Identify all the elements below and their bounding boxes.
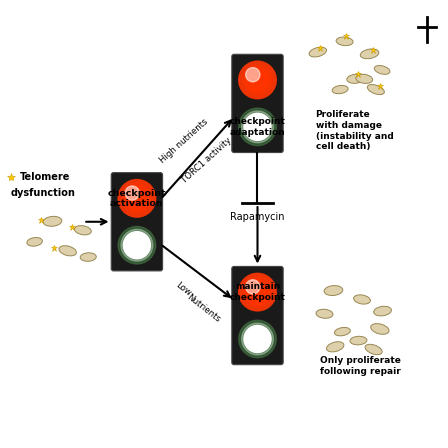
Ellipse shape [356,74,373,83]
Circle shape [239,320,276,358]
Circle shape [244,279,271,305]
Ellipse shape [74,226,91,235]
Circle shape [240,275,275,310]
FancyBboxPatch shape [232,267,283,365]
Ellipse shape [374,306,392,316]
Circle shape [118,226,155,264]
Ellipse shape [332,86,348,94]
FancyBboxPatch shape [111,172,163,271]
Circle shape [118,180,155,217]
Circle shape [239,61,276,99]
Text: Nutrients: Nutrients [185,292,223,324]
Circle shape [244,113,271,140]
Circle shape [247,282,268,302]
Ellipse shape [347,74,364,83]
Text: checkpoint
adaptation: checkpoint adaptation [229,117,285,137]
Circle shape [124,185,150,211]
Ellipse shape [336,37,353,46]
Text: maintain
checkpoint: maintain checkpoint [229,282,285,302]
Circle shape [242,65,273,95]
Circle shape [239,273,276,311]
Ellipse shape [316,309,333,318]
Ellipse shape [324,285,343,296]
Ellipse shape [360,49,379,59]
Ellipse shape [27,237,43,246]
Circle shape [240,63,275,97]
Circle shape [246,68,260,82]
Circle shape [125,186,139,200]
Circle shape [123,232,151,258]
Ellipse shape [370,323,389,334]
Circle shape [246,280,260,294]
Ellipse shape [43,216,62,226]
Ellipse shape [59,246,77,256]
Ellipse shape [374,65,390,74]
Ellipse shape [327,342,344,352]
Circle shape [239,108,276,146]
Text: dysfunction: dysfunction [10,188,75,198]
Ellipse shape [350,336,367,345]
Circle shape [244,67,271,93]
Circle shape [241,323,273,355]
Circle shape [120,181,154,215]
Circle shape [242,277,273,307]
FancyBboxPatch shape [232,54,283,152]
Circle shape [241,111,273,143]
Ellipse shape [353,295,370,304]
Text: Low: Low [174,280,193,297]
Circle shape [127,188,147,209]
Text: TORC1 activity: TORC1 activity [180,136,233,185]
Ellipse shape [367,85,384,95]
Ellipse shape [365,345,382,355]
Text: Telomere: Telomere [19,172,70,182]
Circle shape [121,183,152,214]
Text: High nutrients: High nutrients [158,117,210,165]
Circle shape [239,273,276,311]
Text: checkpoint
activation: checkpoint activation [108,189,166,208]
Circle shape [118,180,155,217]
Circle shape [121,229,153,261]
Ellipse shape [80,253,96,261]
Circle shape [247,69,268,90]
Text: Rapamycin: Rapamycin [230,212,285,222]
Ellipse shape [309,47,327,57]
Circle shape [239,61,276,99]
Text: Only proliferate
following repair: Only proliferate following repair [320,356,401,375]
Text: Proliferate
with damage
(instability and
cell death): Proliferate with damage (instability and… [315,110,393,151]
Circle shape [244,326,271,353]
Ellipse shape [334,327,350,336]
